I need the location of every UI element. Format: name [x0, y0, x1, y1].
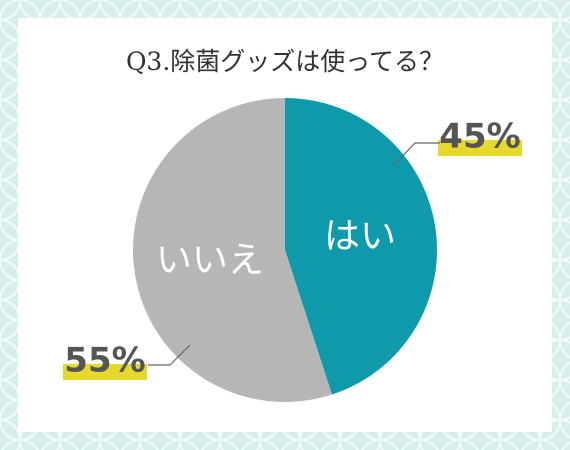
leader-line [392, 142, 440, 167]
pie-slice [132, 98, 332, 402]
leader-line [148, 344, 191, 366]
category-label: いいえ [156, 240, 264, 281]
pie-slice [285, 98, 437, 395]
chart-title: Q3.除菌グッズは使ってる？ [126, 47, 444, 76]
label-highlight [438, 140, 522, 156]
label-highlight [63, 364, 147, 380]
value-label: 55% [64, 341, 145, 381]
value-label: 45% [439, 117, 520, 157]
category-label: はい [324, 216, 396, 257]
